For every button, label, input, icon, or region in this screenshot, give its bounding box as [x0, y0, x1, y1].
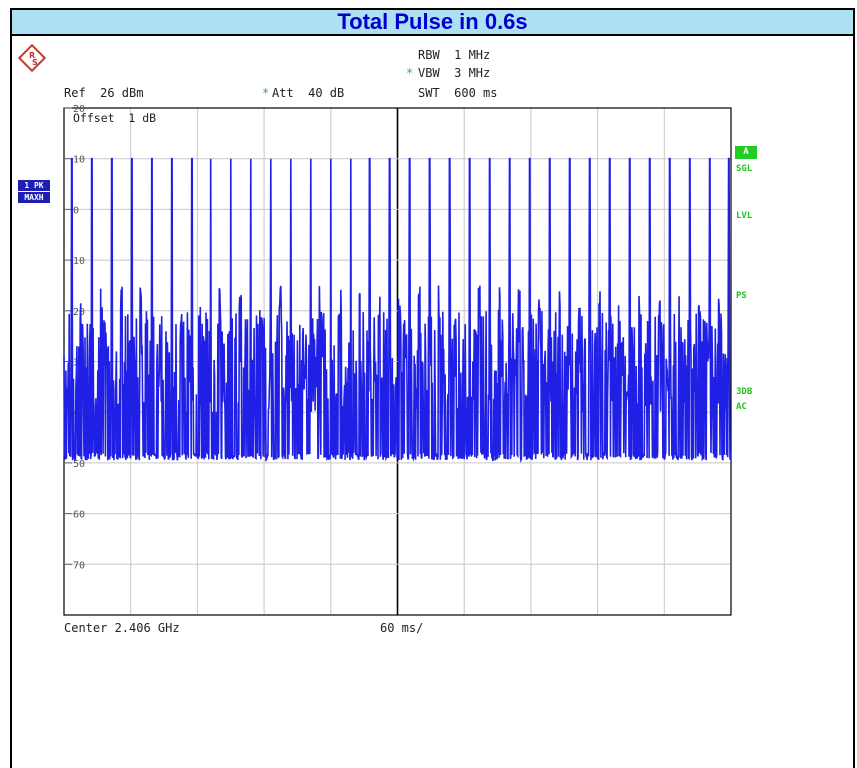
vbw-coupling-star: *	[406, 66, 414, 80]
trace-a-badge: A	[735, 146, 757, 159]
3db-indicator: 3DB	[736, 387, 753, 397]
time-per-division-label: 60 ms/	[380, 621, 424, 635]
ac-indicator: AC	[736, 402, 747, 412]
rohde-schwarz-logo: R S	[18, 44, 46, 72]
y-tick-label: 20	[73, 104, 85, 115]
attenuation-label: Att 40 dB	[272, 86, 345, 100]
att-coupling-star: *	[262, 86, 270, 100]
chart-title: Total Pulse in 0.6s	[337, 9, 528, 34]
offset-label: Offset 1 dB	[73, 111, 156, 125]
y-tick-label: 50	[73, 459, 85, 470]
y-tick-label: 10	[73, 256, 85, 267]
lvl-indicator: LVL	[736, 211, 753, 221]
svg-text:S: S	[32, 58, 38, 67]
y-tick-label: 70	[73, 560, 85, 571]
trace-maxh-badge: MAXH	[18, 192, 50, 203]
y-tick-label: 10	[73, 155, 85, 166]
ps-indicator: PS	[736, 291, 747, 301]
y-tick-label: 0	[73, 205, 79, 216]
instrument-frame	[10, 8, 855, 768]
y-tick-label: 20	[73, 307, 85, 318]
rbw-label: RBW 1 MHz	[418, 48, 491, 62]
chart-title-bar: Total Pulse in 0.6s	[12, 10, 853, 36]
trace-1	[63, 157, 732, 464]
center-frequency-label: Center 2.406 GHz	[64, 621, 180, 635]
trace-1-pk-badge: 1 PK	[18, 180, 50, 191]
vbw-label: VBW 3 MHz	[418, 66, 491, 80]
sgl-indicator: SGL	[736, 164, 753, 174]
y-tick-label: 60	[73, 510, 85, 521]
sweep-time-label: SWT 600 ms	[418, 86, 498, 100]
svg-text:R: R	[29, 51, 35, 60]
ref-level-label: Ref 26 dBm	[64, 86, 144, 100]
